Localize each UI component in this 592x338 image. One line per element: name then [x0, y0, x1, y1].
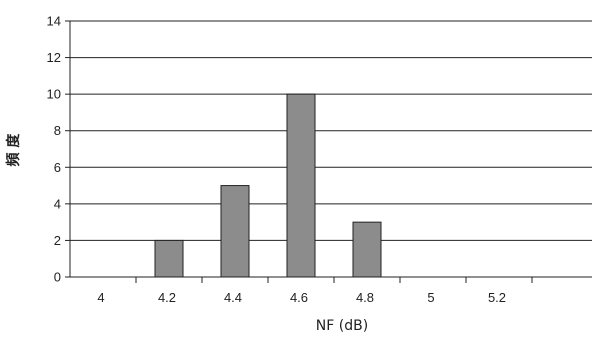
- y-tick-label-12: 12: [47, 50, 61, 65]
- x-tick-labels: 4 4.2 4.4 4.6 4.8 5 5.2: [97, 290, 506, 305]
- x-tick-label-4.2: 4.2: [158, 290, 176, 305]
- y-tick-label-10: 10: [47, 87, 61, 102]
- bar-4.2: [154, 239, 184, 278]
- bar-4.4: [220, 185, 250, 278]
- axes: [65, 20, 592, 283]
- x-tick-label-4.4: 4.4: [224, 290, 242, 305]
- x-tick-label-4.6: 4.6: [290, 290, 308, 305]
- y-tick-label-6: 6: [54, 160, 61, 175]
- y-axis-title: 頻 度: [5, 133, 22, 167]
- x-tick-label-4: 4: [97, 290, 104, 305]
- bar-4.8: [352, 221, 382, 278]
- x-tick-label-5.2: 5.2: [488, 290, 506, 305]
- bar-4.6: [286, 93, 316, 278]
- y-tick-label-14: 14: [47, 14, 61, 29]
- y-tick-labels: 0 2 4 6 8 10 12 14: [47, 14, 61, 285]
- y-tick-label-4: 4: [54, 196, 61, 211]
- x-tick-label-4.8: 4.8: [356, 290, 374, 305]
- y-tick-label-2: 2: [54, 233, 61, 248]
- bars: [154, 93, 382, 278]
- y-tick-label-8: 8: [54, 123, 61, 138]
- x-tick-label-5: 5: [427, 290, 434, 305]
- y-tick-label-0: 0: [54, 270, 61, 285]
- x-axis-title: NF (dB): [316, 318, 368, 334]
- gridlines: [70, 20, 592, 241]
